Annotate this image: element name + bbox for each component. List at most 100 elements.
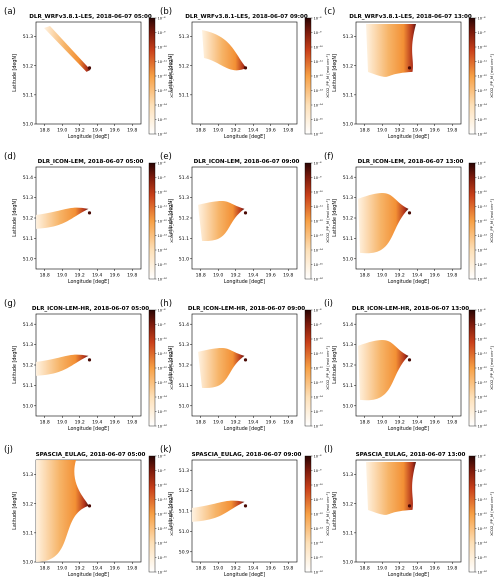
colorbar (468, 455, 476, 573)
x-tick-label: 19.0 (213, 420, 223, 426)
colorbar (148, 17, 156, 135)
y-tick-label: 51.1 (343, 236, 353, 242)
y-tick-label: 51.3 (343, 342, 353, 348)
x-axis-label: Longitude [degE] (68, 134, 109, 140)
colorbar-label: XCO2_PP_M [mol cm⁻²] (325, 346, 330, 390)
x-tick-label: 18.8 (360, 273, 370, 279)
x-axis-label: Longitude [degE] (224, 279, 265, 285)
x-tick-label: 19.4 (412, 128, 422, 134)
y-tick-label: 51.4 (343, 322, 353, 328)
x-axis-label: Longitude [degE] (388, 572, 429, 578)
y-tick-label: 51.4 (343, 175, 353, 181)
panel-title: DLR_WRFv3.8.1-LES, 2018-06-07 09:00 (185, 14, 308, 20)
colorbar-tick-label: 10⁻¹⁰ (314, 483, 324, 487)
colorbar-tick-label: 10⁻¹⁴ (314, 103, 324, 107)
colorbar-tick-label: 10⁻¹¹ (478, 498, 488, 502)
colorbar (148, 162, 156, 280)
y-tick-label: 51.1 (179, 383, 189, 389)
x-tick-label: 19.0 (57, 420, 67, 426)
colorbar-tick-label: 10⁻¹⁰ (314, 337, 324, 341)
colorbar-tick-label: 10⁻⁸ (158, 454, 166, 458)
colorbar-tick-label: 10⁻⁸ (314, 308, 322, 312)
colorbar-tick-label: 10⁻⁹ (158, 176, 166, 180)
colorbar-label: XCO2_PP_M [mol cm⁻²] (489, 54, 494, 98)
colorbar-tick-label: 10⁻¹³ (314, 527, 324, 531)
panel-title: DLR_ICON-LEM, 2018-06-07 13:00 (358, 159, 464, 165)
y-tick-label: 51.1 (179, 509, 189, 515)
x-tick-label: 19.6 (430, 273, 440, 279)
y-tick-label: 51.0 (343, 122, 353, 128)
y-tick-label: 51.2 (23, 363, 33, 369)
x-tick-label: 19.8 (447, 420, 457, 426)
colorbar-tick-label: 10⁻⁸ (158, 161, 166, 165)
panel-j: (j) SPASCIA_EULAG, 2018-06-07 05:00 18.8 19… (4, 445, 174, 578)
y-tick-label: 51.3 (179, 468, 189, 474)
source-marker (87, 504, 92, 508)
colorbar-tick-label: 10⁻⁹ (314, 323, 322, 327)
plume-field (358, 339, 409, 401)
y-tick-label: 51.0 (343, 560, 353, 566)
x-axis-label: Longitude [degE] (224, 572, 265, 578)
colorbar-tick-label: 10⁻⁹ (478, 31, 486, 35)
panel-letter: (a) (4, 7, 16, 17)
x-tick-label: 19.6 (266, 420, 276, 426)
colorbar-tick-label: 10⁻¹³ (478, 527, 488, 531)
x-axis-label: Longitude [degE] (388, 279, 429, 285)
panel-b: (b) DLR_WRFv3.8.1-LES, 2018-06-07 09:00 18… (160, 7, 330, 140)
y-tick-label: 51.1 (23, 92, 33, 98)
y-tick-label: 51.3 (343, 472, 353, 478)
x-tick-label: 19.4 (92, 566, 102, 572)
panel-title: DLR_ICON-LEM, 2018-06-07 09:00 (194, 159, 300, 165)
source-marker (87, 66, 92, 70)
colorbar-tick-label: 10⁻¹³ (314, 381, 324, 385)
source-marker (407, 358, 412, 362)
plume-field (198, 201, 245, 242)
colorbar-tick-label: 10⁻¹⁴ (314, 541, 324, 545)
colorbar (148, 455, 156, 573)
x-tick-label: 19.8 (127, 566, 137, 572)
colorbar-tick-label: 10⁻¹⁵ (314, 410, 324, 414)
x-tick-label: 19.8 (127, 420, 137, 426)
panel-letter: (e) (160, 152, 172, 162)
panel-title: SPASCIA_EULAG, 2018-06-07 05:00 (36, 452, 146, 458)
colorbar-tick-label: 10⁻⁸ (314, 16, 322, 20)
y-tick-label: 51.4 (179, 175, 189, 181)
colorbar-label: XCO2_PP_M [mol cm⁻²] (489, 346, 494, 390)
colorbar-tick-label: 10⁻¹⁴ (158, 395, 168, 399)
colorbar-tick-label: 10⁻¹⁰ (158, 483, 168, 487)
colorbar-tick-label: 10⁻¹² (158, 74, 168, 78)
y-tick-label: 51.0 (23, 403, 33, 409)
x-tick-label: 19.4 (248, 566, 258, 572)
y-tick-label: 51.2 (179, 363, 189, 369)
x-tick-label: 19.4 (92, 420, 102, 426)
colorbar-tick-label: 10⁻¹¹ (478, 60, 488, 64)
colorbar-tick-label: 10⁻¹⁴ (158, 248, 168, 252)
x-tick-label: 19.8 (447, 566, 457, 572)
colorbar-tick-label: 10⁻¹¹ (314, 352, 324, 356)
colorbar (304, 455, 312, 573)
plume-field (358, 192, 409, 254)
colorbar-tick-label: 10⁻¹⁵ (314, 118, 324, 122)
plume-field (36, 354, 89, 376)
y-tick-label: 51.2 (23, 63, 33, 69)
colorbar-tick-label: 10⁻¹¹ (158, 352, 168, 356)
colorbar-tick-label: 10⁻⁸ (478, 16, 486, 20)
source-marker (243, 66, 248, 70)
panel-letter: (l) (324, 445, 333, 455)
colorbar-tick-label: 10⁻¹⁴ (478, 541, 488, 545)
x-tick-label: 19.0 (57, 566, 67, 572)
panel-letter: (c) (324, 7, 335, 17)
colorbar-tick-label: 10⁻¹⁴ (314, 248, 324, 252)
y-tick-label: 51.1 (343, 383, 353, 389)
colorbar-tick-label: 10⁻¹⁶ (158, 424, 168, 428)
colorbar-tick-label: 10⁻⁹ (314, 176, 322, 180)
y-tick-label: 51.2 (23, 216, 33, 222)
source-marker (243, 211, 248, 215)
panel-title: DLR_ICON-LEM-HR, 2018-06-07 05:00 (32, 306, 149, 312)
colorbar-tick-label: 10⁻⁸ (478, 161, 486, 165)
panel-title: DLR_WRFv3.8.1-LES, 2018-06-07 13:00 (349, 14, 472, 20)
panel-title: SPASCIA_EULAG, 2018-06-07 09:00 (192, 452, 302, 458)
x-tick-label: 18.8 (40, 566, 50, 572)
x-tick-label: 19.8 (447, 273, 457, 279)
